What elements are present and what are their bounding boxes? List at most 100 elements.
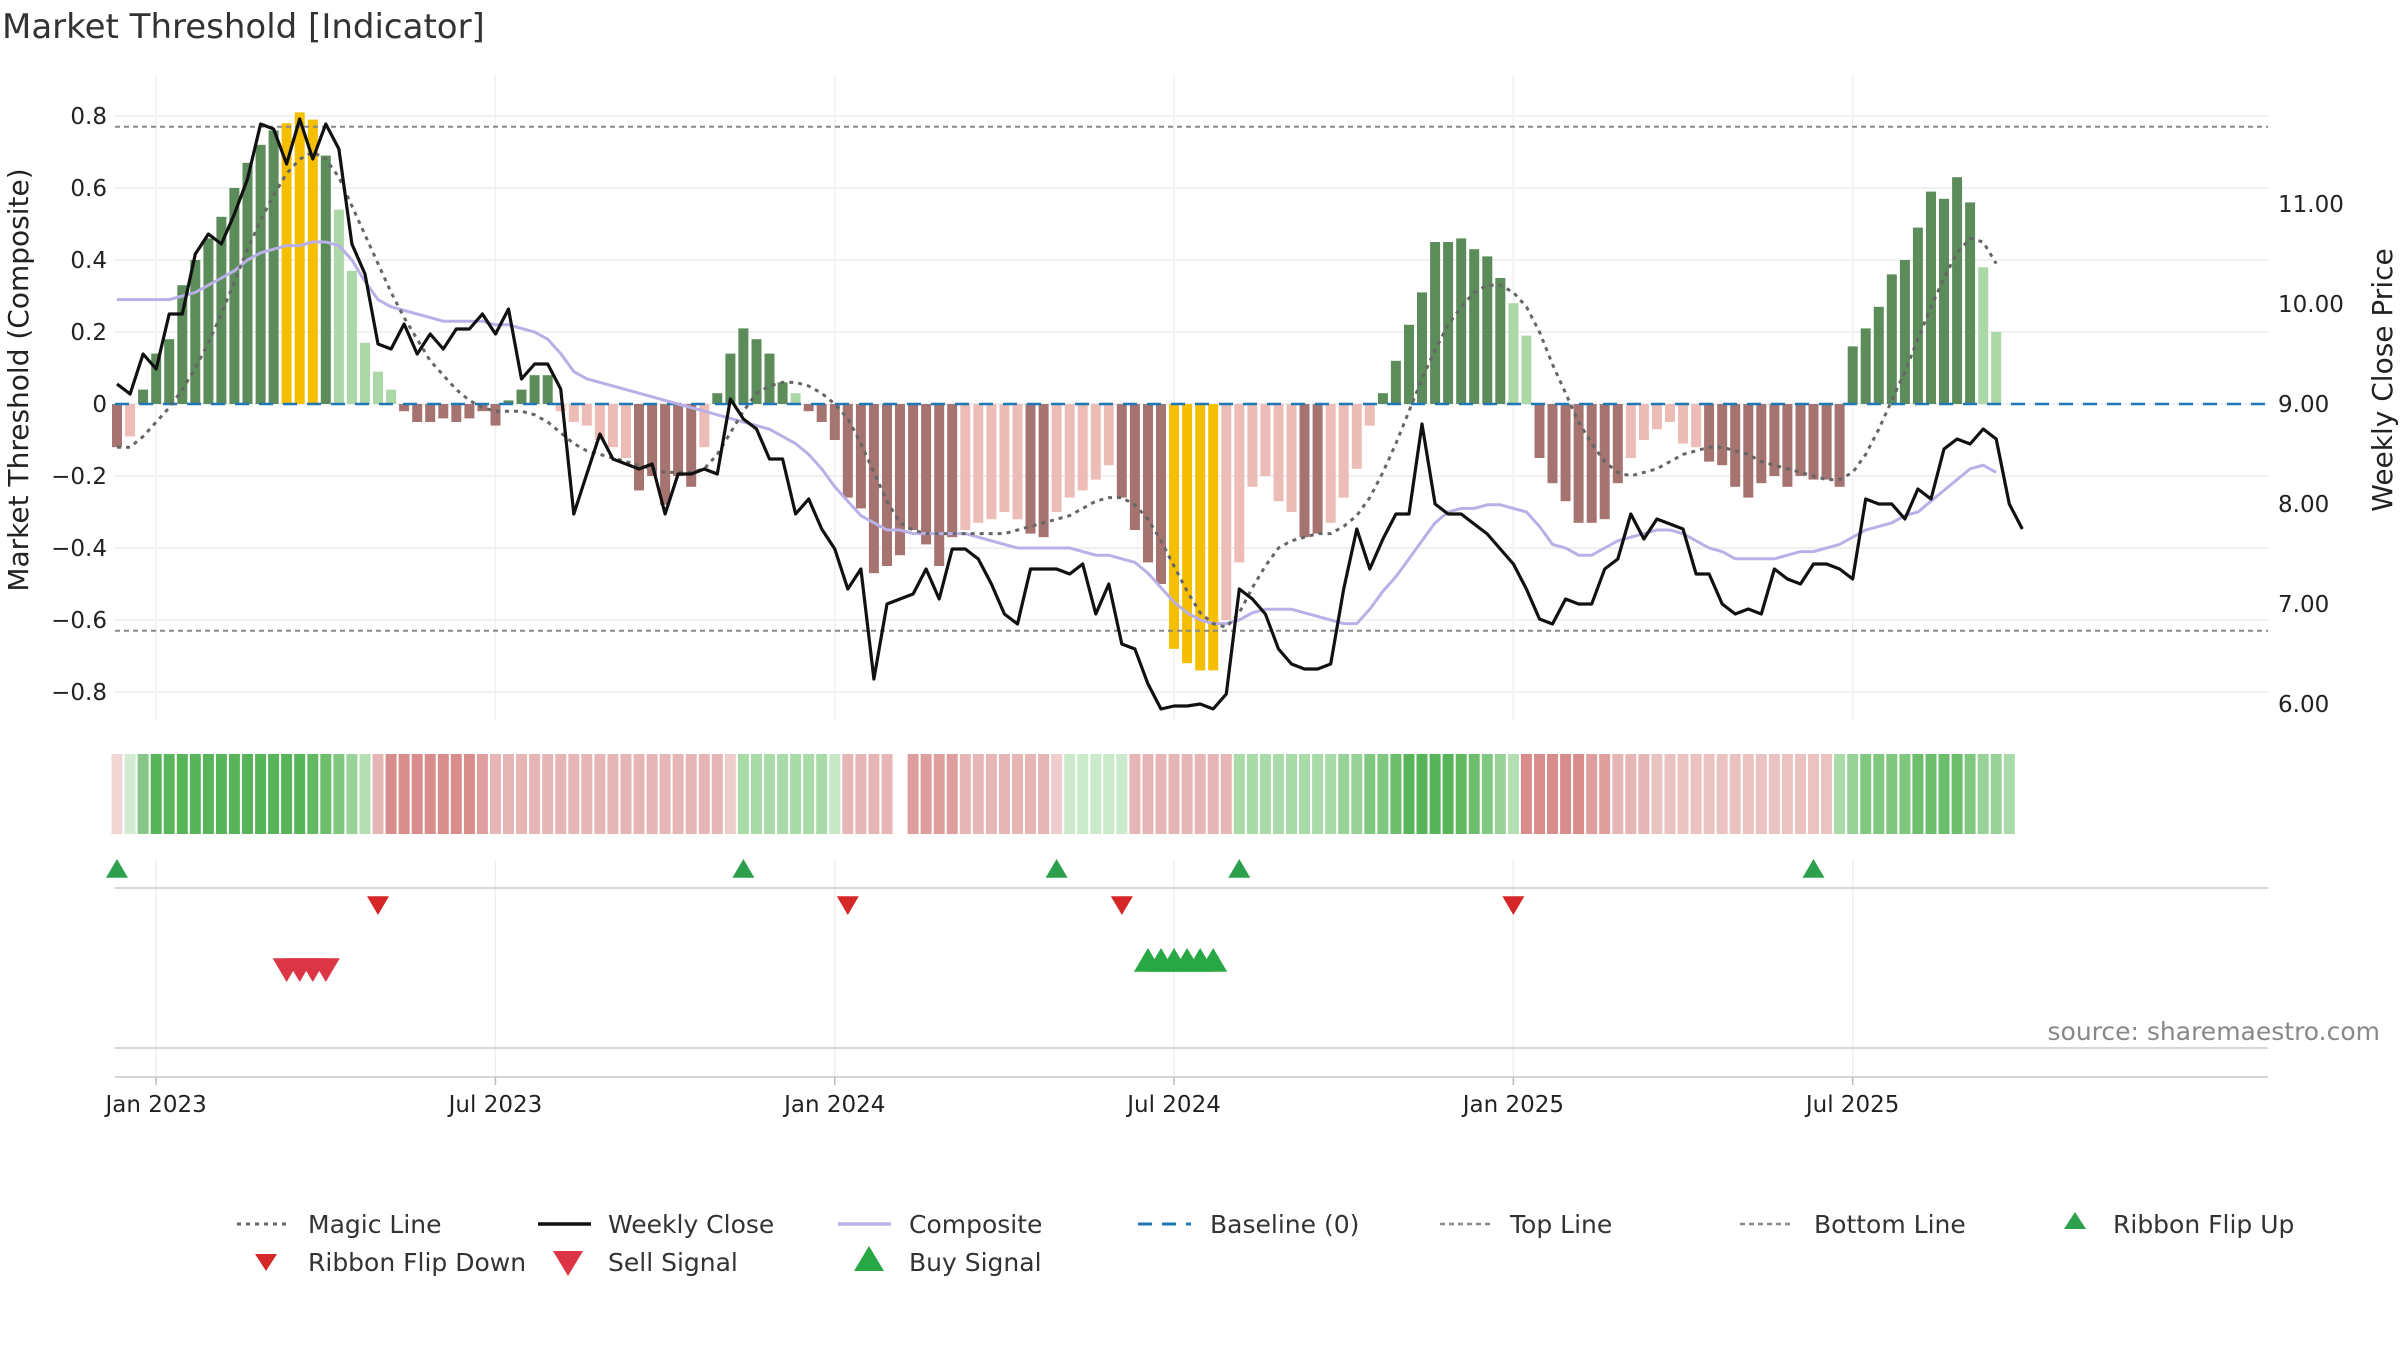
composite-bar: [529, 375, 540, 404]
ribbon-cell: [594, 754, 606, 834]
x-tick-label: Jul 2024: [1125, 1092, 1221, 1118]
buy-signal-marker: [1199, 948, 1228, 972]
ribbon-cell: [1207, 754, 1219, 834]
composite-bar: [803, 404, 814, 412]
composite-bar: [333, 209, 344, 404]
composite-bar: [855, 404, 866, 509]
composite-bar: [621, 404, 631, 458]
composite-bar: [164, 339, 175, 404]
composite-bar: [1678, 404, 1688, 444]
ribbon-cell: [1729, 754, 1741, 834]
ribbon-cell: [698, 754, 710, 834]
ribbon-cell: [1547, 754, 1558, 834]
composite-bar: [1560, 404, 1571, 502]
legend-flip-up-icon: [2064, 1212, 2086, 1229]
ribbon-cell: [137, 754, 149, 834]
composite-bar: [790, 393, 801, 404]
composite-bar: [555, 404, 566, 412]
ribbon-cell: [1220, 754, 1232, 834]
ribbon-cell: [1520, 754, 1532, 834]
ribbon-cell: [1442, 754, 1454, 834]
composite-bar: [1978, 267, 1989, 404]
composite-bar: [1338, 404, 1349, 498]
composite-bar: [1573, 404, 1584, 523]
ribbon-cell: [633, 754, 645, 834]
composite-bar: [1430, 242, 1441, 404]
composite-bar: [1782, 404, 1793, 487]
legend: Magic Line Weekly Close Composite Baseli…: [237, 1210, 2294, 1277]
ribbon-cell: [1716, 754, 1728, 834]
composite-bar: [1495, 278, 1506, 404]
composite-bar: [1404, 324, 1414, 404]
ribbon-cell: [124, 754, 136, 834]
composite-bar: [816, 404, 827, 422]
ribbon-cell: [176, 754, 188, 834]
y2-tick-label: 8.00: [2278, 492, 2329, 518]
composite-bar: [712, 393, 723, 404]
ribbon-cell: [1977, 754, 1989, 834]
magic-line: [117, 150, 1998, 629]
ribbon-cell: [1834, 754, 1846, 834]
y2-tick-label: 10.00: [2278, 292, 2344, 318]
x-tick-label: Jul 2023: [447, 1092, 543, 1118]
composite-bar: [1129, 404, 1140, 530]
composite-bar: [451, 404, 462, 422]
composite-bar: [203, 238, 214, 404]
composite-bar: [112, 404, 122, 448]
composite-bar: [281, 123, 292, 404]
composite-bar: [138, 389, 149, 404]
legend-top-line: Top Line: [1440, 1210, 1612, 1239]
composite-bar: [490, 404, 501, 426]
composite-bar: [1534, 404, 1545, 458]
ribbon-cell: [346, 754, 358, 834]
ribbon-cell: [1534, 754, 1545, 834]
composite-bar: [1208, 404, 1219, 671]
ribbon-cell: [737, 754, 749, 834]
composite-bar: [1860, 328, 1871, 404]
x-tick-label: Jan 2023: [103, 1092, 206, 1118]
composite-bar: [320, 155, 331, 404]
ribbon-cell: [281, 754, 293, 834]
composite-bar: [1691, 404, 1702, 448]
legend-flip-down-label: Ribbon Flip Down: [308, 1248, 526, 1277]
ribbon-cell: [1755, 754, 1767, 834]
composite-bar: [1821, 404, 1832, 480]
ribbon-cell: [855, 754, 867, 834]
composite-bar: [882, 404, 892, 566]
ribbon-flip-down-marker: [1502, 896, 1525, 915]
composite-bar: [1612, 404, 1623, 484]
composite-bar: [1351, 404, 1362, 469]
composite-bar: [1286, 404, 1297, 512]
ribbon-cell: [437, 754, 449, 834]
ribbon-cell: [646, 754, 658, 834]
ribbon-cell: [1768, 754, 1780, 834]
ribbon-cell: [1064, 754, 1076, 834]
ribbon-cell: [1181, 754, 1193, 834]
ribbon-flip-up-marker: [1228, 859, 1251, 878]
composite-bar: [464, 404, 475, 419]
ribbon-cell: [1795, 754, 1806, 834]
ribbon-cell: [307, 754, 319, 834]
composite-bar: [1312, 404, 1323, 534]
ribbon-cell: [503, 754, 514, 834]
composite-bar: [634, 404, 644, 491]
ribbon-cell: [1168, 754, 1180, 834]
ribbon-cell: [516, 754, 527, 834]
ribbon-cell: [1742, 754, 1754, 834]
y-axis-left: 0.8 0.6 0.4 0.2 0 −0.2 −0.4 −0.6 −0.8: [51, 104, 107, 706]
composite-bar: [607, 404, 618, 448]
ribbon-cell: [1273, 754, 1284, 834]
ribbon-cell: [1429, 754, 1441, 834]
ribbon-cell: [1808, 754, 1819, 834]
ribbon-cell: [333, 754, 345, 834]
composite-bar: [412, 404, 423, 422]
ribbon-cell: [1116, 754, 1128, 834]
composite-bar: [242, 162, 253, 404]
ribbon-cell: [1233, 754, 1245, 834]
composite-bar: [1952, 177, 1963, 404]
legend-composite-label: Composite: [909, 1210, 1042, 1239]
ribbon-cell: [150, 754, 162, 834]
ribbon-flip-down-marker: [367, 896, 389, 915]
ribbon-cell: [972, 754, 984, 834]
composite-bar: [1808, 404, 1819, 480]
